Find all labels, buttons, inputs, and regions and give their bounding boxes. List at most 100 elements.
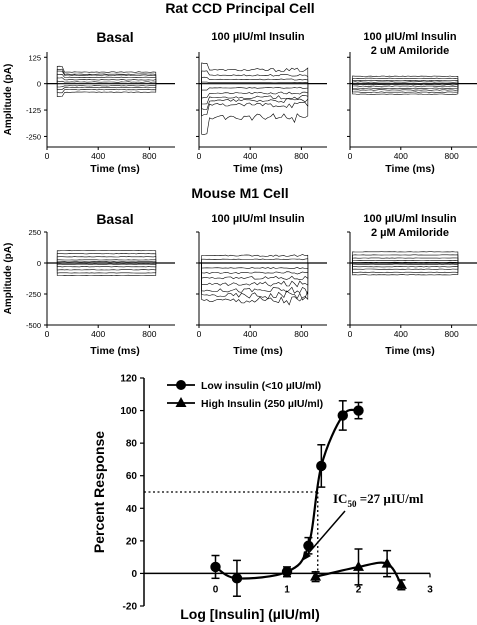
data-point <box>303 540 314 551</box>
data-point <box>337 410 348 421</box>
x-tick-label: 800 <box>445 329 459 339</box>
x-tick-label: 2 <box>356 584 362 595</box>
x-axis-label: Time (ms) <box>233 345 282 357</box>
x-tick-label: 0 <box>45 329 50 339</box>
current-trace <box>47 262 175 268</box>
y-tick-label: -20 <box>123 602 138 613</box>
x-tick-label: 400 <box>91 329 105 339</box>
x-tick-label: 0 <box>197 151 202 161</box>
data-point <box>231 573 243 584</box>
current-trace <box>47 262 175 276</box>
x-axis-label: Time (ms) <box>385 345 434 357</box>
current-trace <box>199 254 327 264</box>
x-tick-label: 400 <box>243 151 257 161</box>
data-point <box>281 566 293 577</box>
x-axis-label: Log [Insulin] (µIU/ml) <box>180 606 320 622</box>
x-axis-label: Time (ms) <box>233 163 282 175</box>
current-trace <box>350 262 477 270</box>
current-trace <box>47 83 175 88</box>
current-trace <box>199 83 327 105</box>
fit-curve <box>315 561 403 586</box>
x-axis-label: Time (ms) <box>90 345 139 357</box>
current-trace <box>350 79 477 84</box>
current-trace <box>199 83 327 117</box>
ic50-arrow-line <box>305 510 346 557</box>
y-tick-label: 60 <box>126 471 138 482</box>
current-trace <box>47 77 175 84</box>
x-tick-label: 0 <box>213 584 219 595</box>
section-a-title: Rat CCD Principal Cell <box>165 0 314 16</box>
x-tick-label: 800 <box>142 329 156 339</box>
current-trace <box>350 262 477 273</box>
data-point <box>395 578 407 589</box>
current-trace <box>350 81 477 84</box>
current-trace <box>350 261 477 264</box>
current-trace <box>47 262 175 271</box>
panel-label: 100 µIU/ml Insulin <box>363 213 456 225</box>
x-tick-label: 400 <box>243 329 257 339</box>
panel-label: Basal <box>96 211 133 227</box>
current-trace <box>47 83 175 97</box>
ic50-arrow-head <box>302 551 311 561</box>
x-tick-label: 800 <box>142 151 156 161</box>
x-tick-label: 800 <box>294 151 308 161</box>
data-point <box>310 570 322 581</box>
trace-panel-2: 100 µIU/ml Insulin 0 400 800 Time (ms) <box>196 31 327 175</box>
current-trace <box>350 83 477 89</box>
current-trace <box>350 262 477 276</box>
x-tick-label: 800 <box>445 151 459 161</box>
legend-label: Low insulin (<10 µIU/ml) <box>201 380 321 392</box>
section-b-title: Mouse M1 Cell <box>191 185 288 201</box>
y-tick-label: 0 <box>131 569 137 580</box>
y-tick-label: -500 <box>26 321 41 330</box>
trace-panel-3: 100 µIU/ml Insulin 2 uM Amiloride 0 400 800 T… <box>347 31 477 175</box>
current-trace <box>199 70 327 84</box>
x-tick-label: 0 <box>45 151 50 161</box>
x-axis-label: Time (ms) <box>90 163 139 175</box>
y-tick-label: 0 <box>37 259 41 268</box>
y-tick-label: -125 <box>26 106 41 115</box>
current-trace <box>350 83 477 91</box>
x-tick-label: 0 <box>348 151 353 161</box>
y-tick-label: 40 <box>126 504 138 515</box>
current-trace <box>199 81 327 84</box>
current-trace <box>199 262 327 270</box>
legend-label: High Insulin (250 µIU/ml) <box>201 398 323 410</box>
current-trace <box>47 83 175 90</box>
current-trace <box>350 262 477 268</box>
legend-marker <box>175 397 187 407</box>
current-trace <box>47 253 175 264</box>
panel-label: Basal <box>96 29 133 45</box>
current-trace <box>199 262 327 306</box>
panel-label: 100 µIU/ml Insulin <box>211 213 304 225</box>
current-trace <box>199 262 327 288</box>
y-tick-label: 0 <box>37 80 41 89</box>
y-tick-label: 20 <box>126 536 138 547</box>
current-trace <box>350 83 477 93</box>
x-tick-label: 400 <box>394 329 408 339</box>
current-trace <box>350 259 477 264</box>
current-trace <box>47 259 175 264</box>
ic50-annotation: IC50 =27 µIU/ml <box>302 491 424 561</box>
current-trace <box>350 251 477 264</box>
data-point <box>316 460 327 472</box>
series-1 <box>210 400 364 597</box>
current-trace <box>199 62 327 84</box>
current-trace <box>350 83 477 95</box>
y-axis-label: Amplitude (pA) <box>3 243 14 315</box>
y-tick-label: 125 <box>28 53 41 62</box>
y-tick-label: -250 <box>26 132 41 141</box>
x-tick-label: 400 <box>91 151 105 161</box>
trace-panel-1: Basal 125 0 -125 -250 Amplitude (pA) 0 400 800Ti… <box>3 29 175 175</box>
current-trace <box>199 83 327 135</box>
current-trace <box>199 262 327 301</box>
x-tick-label: 0 <box>197 329 202 339</box>
panel-label: 100 µIU/ml Insulin <box>363 31 456 43</box>
current-trace <box>199 258 327 264</box>
current-trace <box>350 77 477 84</box>
current-trace <box>47 68 175 84</box>
current-trace <box>350 83 477 86</box>
current-trace <box>47 70 175 84</box>
legend-marker <box>176 380 186 390</box>
